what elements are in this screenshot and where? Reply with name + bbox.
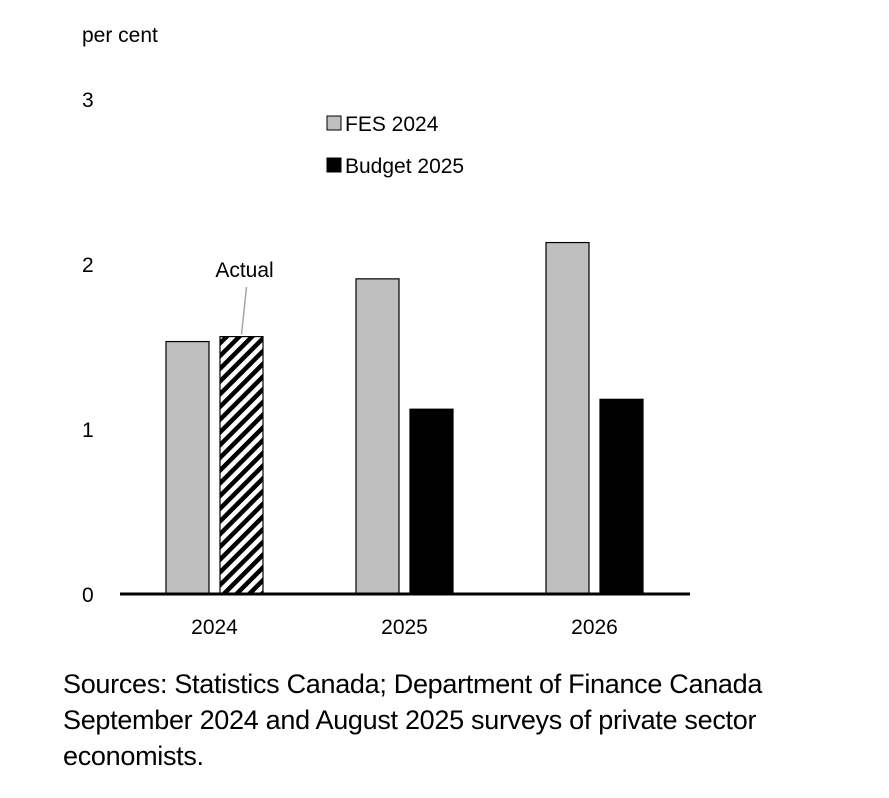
bar-budget-2025-2024 [219,336,264,595]
annotation-label-actual: Actual [215,259,273,282]
y-tick-label: 0 [82,584,94,607]
chart-annotations: Actual [215,259,274,335]
bar-chart: per cent 0 1 2 3 2024 2025 2026 Actual FES 20… [82,24,690,639]
bar-budget-2025-2026 [599,398,644,595]
legend: FES 2024 Budget 2025 [326,113,464,178]
legend-label: FES 2024 [345,113,439,136]
bar-fes-2024-2025 [355,278,400,595]
x-tick-label: 2025 [381,616,428,639]
legend-swatch [326,115,342,131]
y-tick-label: 3 [82,89,94,112]
x-axis-ticks: 2024 2025 2026 [191,616,618,639]
y-tick-label: 1 [82,419,94,442]
source-note: Sources: Statistics Canada; Department o… [63,669,763,771]
bar-budget-2025-2025 [409,408,454,595]
bar-fes-2024-2024 [165,340,210,595]
bar-fes-2024-2026 [545,241,590,595]
legend-swatch [326,157,342,173]
legend-label: Budget 2025 [345,155,464,178]
x-tick-label: 2026 [571,616,618,639]
y-axis-title: per cent [82,24,158,47]
y-axis-ticks: 0 1 2 3 [82,89,94,607]
bar-series [165,241,644,595]
annotation-leader-line [240,286,248,335]
x-tick-label: 2024 [191,616,238,639]
y-tick-label: 2 [82,254,94,277]
